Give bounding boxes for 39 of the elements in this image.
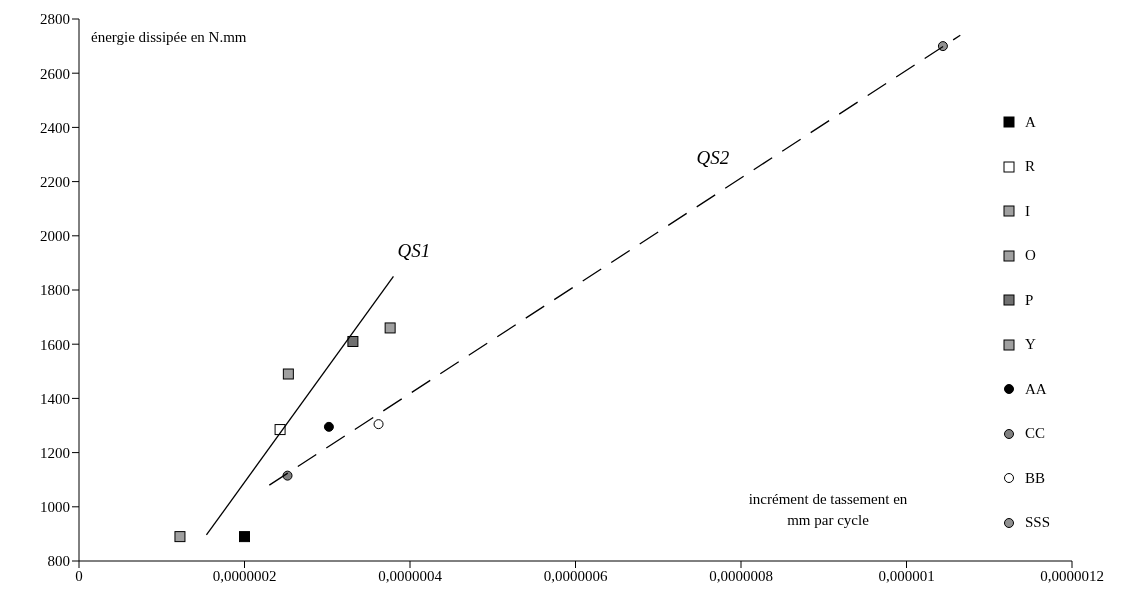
y-tick-label: 800 — [47, 553, 70, 570]
y-tick-label: 2800 — [40, 11, 70, 28]
series-label: QS1 — [397, 240, 431, 262]
y-tick-label: 1400 — [40, 390, 70, 407]
point — [373, 419, 384, 430]
x-tick-label: 0,0000004 — [378, 567, 443, 584]
y-tick-label: 2000 — [40, 228, 70, 245]
legend-label: SSS — [1025, 514, 1051, 532]
legend-label: AA — [1025, 380, 1047, 398]
y-tick-label: 2400 — [40, 119, 70, 136]
y-tick-label: 1200 — [40, 444, 70, 461]
x-tick-label: 0,0000008 — [709, 567, 773, 584]
x-tick-label: 0,000001 — [878, 567, 935, 584]
x-tick-label: 0,0000002 — [212, 567, 277, 584]
x-tick-label: 0 — [75, 567, 83, 584]
point — [384, 322, 396, 334]
legend-label: BB — [1025, 469, 1046, 487]
y-tick-label: 1600 — [40, 336, 70, 353]
legend-label: I — [1025, 202, 1030, 220]
x-tick-label: 0,0000012 — [1040, 567, 1104, 584]
legend-label: CC — [1025, 425, 1046, 443]
x-tick-label: 0,0000006 — [543, 567, 608, 584]
legend-label: P — [1025, 291, 1034, 309]
legend-label: A — [1025, 113, 1036, 131]
x-axis-title: incrément de tassement en mm par cycle — [747, 490, 909, 530]
point — [347, 335, 359, 347]
y-tick-label: 1000 — [40, 499, 70, 516]
point — [282, 368, 294, 380]
point — [239, 531, 250, 543]
legend-label: Y — [1025, 336, 1036, 354]
legend-label: O — [1025, 247, 1036, 265]
legend-label: R — [1025, 158, 1036, 176]
point — [174, 531, 186, 543]
y-tick-label: 2200 — [40, 173, 70, 190]
series-label: QS2 — [696, 146, 730, 168]
y-axis-title: énergie dissipée en N.mm — [91, 29, 247, 46]
y-tick-label: 2600 — [40, 65, 70, 82]
point — [323, 421, 334, 432]
y-tick-label: 1800 — [40, 282, 70, 299]
